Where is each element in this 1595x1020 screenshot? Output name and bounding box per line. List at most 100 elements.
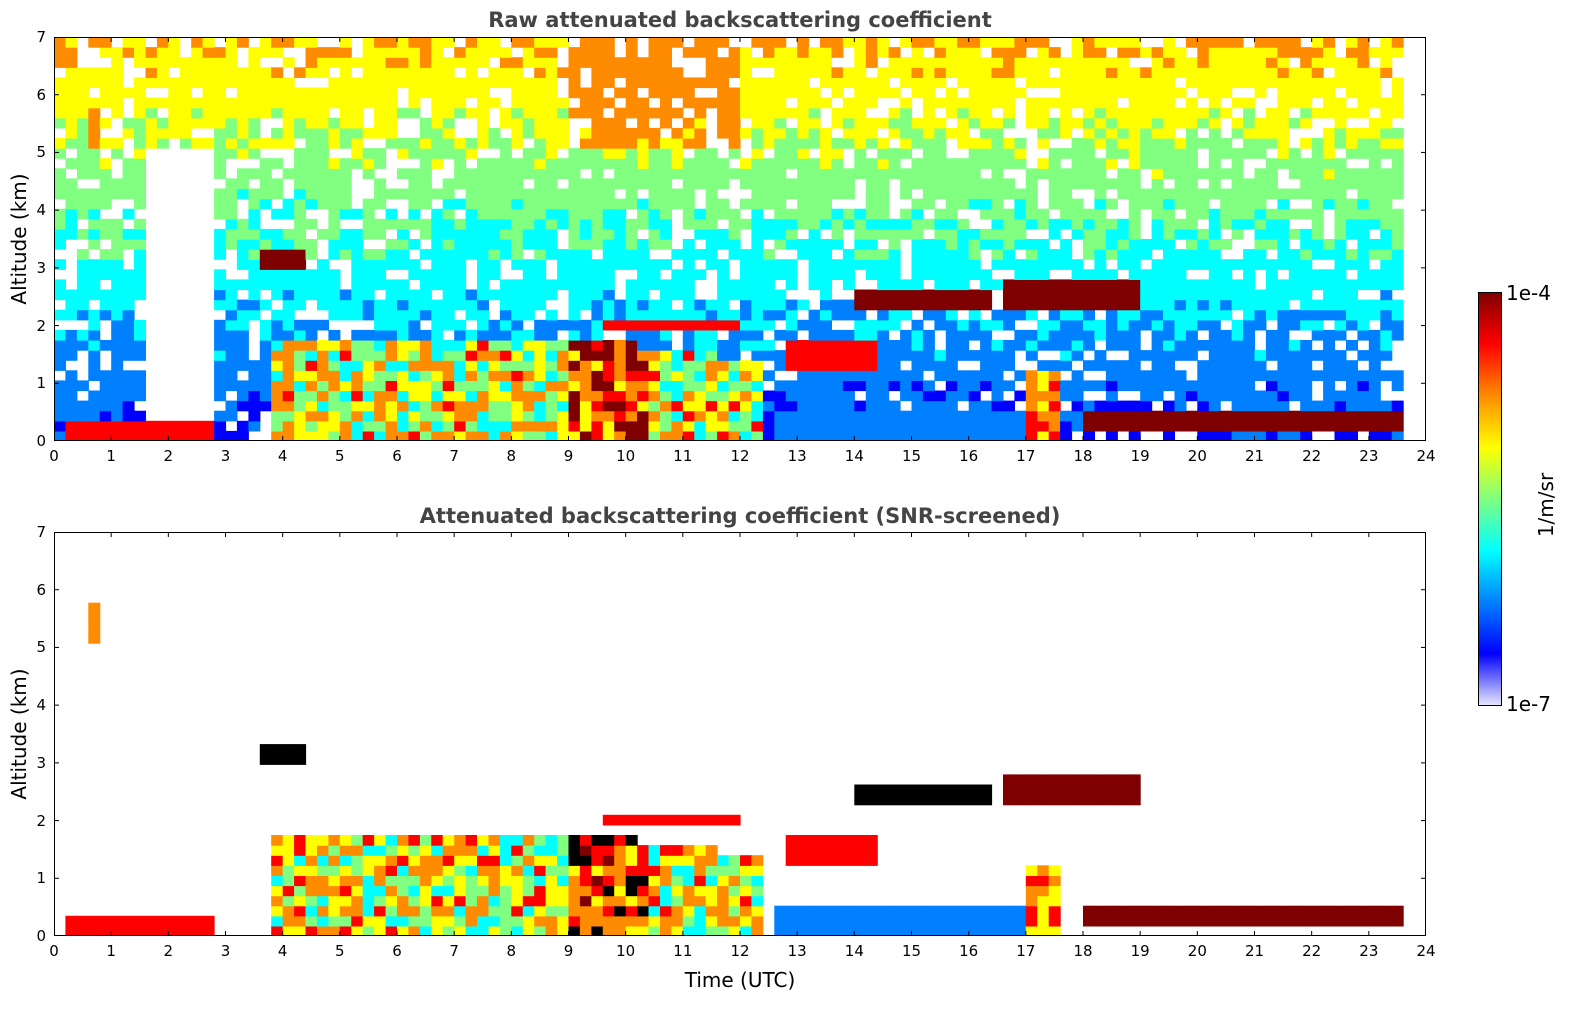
top-heatmap-cell (648, 158, 661, 169)
bottom-x-tick-label: 5 (335, 942, 345, 960)
bottom-heatmap-cell (1048, 875, 1061, 887)
bottom-heatmap-cell (957, 915, 970, 927)
top-heatmap-cell (1197, 360, 1210, 371)
bottom-heatmap-cell (271, 905, 284, 917)
top-heatmap-cell (774, 117, 787, 129)
top-heatmap-cell (122, 228, 135, 240)
top-heatmap-cell (317, 158, 329, 169)
bottom-heatmap-cell (351, 905, 364, 917)
top-x-tick-label: 4 (277, 447, 288, 465)
top-heatmap-cell (1025, 340, 1038, 351)
top-heatmap-cell (968, 178, 981, 190)
top-heatmap-cell (751, 269, 764, 280)
top-heatmap-cell (282, 299, 295, 311)
bottom-heatmap-cell (1117, 794, 1130, 806)
top-heatmap-cell (945, 390, 958, 402)
top-heatmap-cell (236, 148, 249, 159)
top-heatmap-cell (1323, 107, 1336, 119)
top-heatmap-cell (682, 178, 695, 190)
top-heatmap-cell (1265, 239, 1278, 250)
top-heatmap-cell (614, 370, 627, 381)
top-heatmap-cell (1300, 87, 1313, 99)
top-heatmap-cell (568, 67, 581, 78)
top-heatmap-cell (1025, 329, 1038, 341)
top-heatmap-cell (682, 380, 695, 392)
top-heatmap-cell (1220, 279, 1233, 291)
top-heatmap-cell (465, 168, 478, 179)
top-heatmap-cell (408, 340, 421, 351)
top-heatmap-cell (602, 77, 615, 89)
top-heatmap-cell (259, 269, 272, 280)
top-heatmap-cell (534, 37, 547, 48)
top-heatmap-cell (751, 390, 764, 402)
top-heatmap-cell (945, 47, 958, 58)
bottom-heatmap-cell (465, 875, 478, 887)
colorbar-max-label: 1e-4 (1506, 281, 1551, 305)
top-heatmap-cell (1254, 168, 1267, 179)
top-heatmap-cell (1243, 390, 1256, 402)
top-heatmap-cell (534, 239, 547, 250)
top-heatmap-cell (625, 239, 638, 250)
top-heatmap-cell (1254, 239, 1267, 250)
top-heatmap-cell (122, 299, 135, 311)
top-heatmap-cell (88, 329, 101, 341)
top-heatmap-cell (1208, 360, 1221, 371)
top-heatmap-cell (682, 370, 695, 381)
top-heatmap-cell (751, 319, 764, 331)
top-heatmap-cell (1254, 37, 1267, 48)
top-heatmap-cell (477, 188, 489, 200)
bottom-heatmap-cell (625, 885, 638, 897)
bottom-heatmap-cell (408, 915, 421, 927)
bottom-heatmap-cell (660, 915, 672, 927)
top-heatmap-cell (728, 380, 741, 392)
top-heatmap-cell (637, 390, 650, 402)
top-heatmap-plot (54, 37, 1426, 441)
top-heatmap-cell (374, 430, 387, 441)
top-heatmap-cell (1048, 420, 1061, 432)
top-heatmap-cell (671, 87, 684, 99)
top-heatmap-cell (1140, 198, 1153, 210)
top-heatmap-cell (1003, 410, 1015, 422)
top-heatmap-cell (282, 77, 295, 89)
bottom-heatmap-cell (957, 925, 970, 936)
top-heatmap-cell (1368, 239, 1381, 250)
top-heatmap-cell (488, 259, 501, 270)
top-heatmap-cell (1185, 97, 1198, 109)
top-heatmap-cell (248, 198, 261, 210)
top-heatmap-cell (637, 259, 650, 270)
top-heatmap-cell (945, 168, 958, 179)
top-heatmap-cell (122, 319, 135, 331)
bottom-heatmap-cell (865, 784, 878, 796)
top-heatmap-cell (854, 57, 867, 68)
bottom-heatmap-cell (362, 845, 375, 856)
top-heatmap-cell (1060, 67, 1073, 78)
top-heatmap-cell (614, 249, 627, 260)
top-heatmap-cell (122, 117, 135, 129)
top-heatmap-cell (648, 400, 661, 412)
top-heatmap-cell (945, 299, 958, 311)
top-heatmap-cell (1254, 430, 1267, 441)
top-heatmap-cell (1391, 380, 1404, 392)
top-heatmap-cell (557, 188, 570, 200)
top-heatmap-cell (957, 249, 970, 260)
top-heatmap-cell (1003, 47, 1015, 58)
bottom-heatmap-cell (705, 875, 718, 887)
top-heatmap-cell (888, 340, 901, 351)
bottom-x-tick-label: 23 (1359, 942, 1379, 960)
top-heatmap-cell (877, 410, 890, 422)
top-heatmap-cell (660, 97, 672, 109)
bottom-x-tick-label: 8 (506, 942, 517, 960)
top-heatmap-cell (1048, 188, 1061, 200)
top-heatmap-cell (671, 168, 684, 179)
bottom-heatmap-cell (705, 905, 718, 917)
bottom-heatmap-cell (431, 885, 444, 897)
top-heatmap-cell (259, 178, 272, 190)
top-heatmap-cell (831, 117, 844, 129)
top-heatmap-cell (522, 350, 535, 361)
top-heatmap-cell (637, 329, 650, 341)
bottom-heatmap-cell (740, 865, 752, 876)
top-heatmap-cell (465, 107, 478, 119)
top-heatmap-cell (637, 249, 650, 260)
top-heatmap-cell (911, 57, 924, 68)
top-heatmap-cell (557, 410, 570, 422)
